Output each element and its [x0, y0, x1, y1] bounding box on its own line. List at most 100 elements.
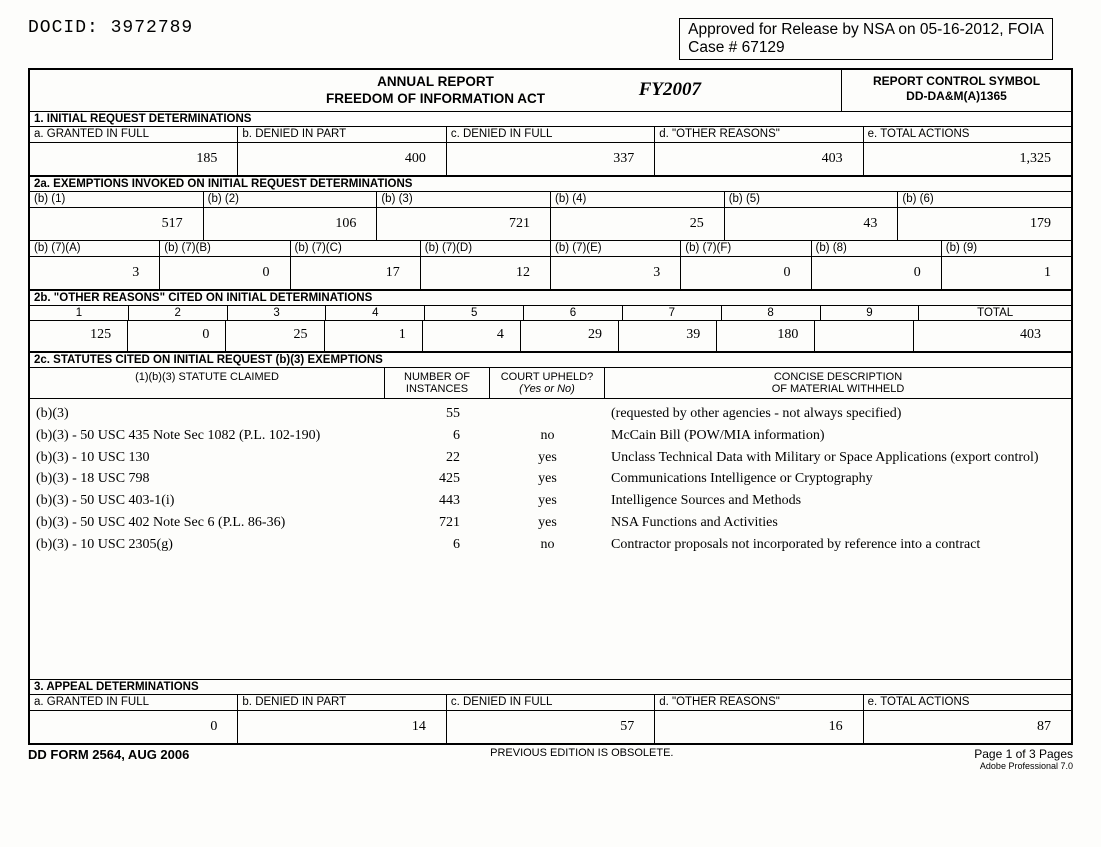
statute-row: (b)(3) - 10 USC 13022yesUnclass Technica… — [36, 447, 1065, 469]
sec1-val-a: 185 — [30, 143, 238, 175]
sec2b-c7: 7 — [623, 306, 722, 320]
statute-desc: Unclass Technical Data with Military or … — [605, 447, 1065, 469]
sec2a2-c1: (b) (7)(A) — [30, 241, 160, 256]
sec1-values: 185 400 337 403 1,325 — [30, 143, 1071, 176]
sec2a-values2: 3 0 17 12 3 0 0 1 — [30, 257, 1071, 290]
statute-upheld: yes — [490, 468, 605, 490]
sec2a-values1: 517 106 721 25 43 179 — [30, 208, 1071, 241]
sec2a2-c8: (b) (9) — [942, 241, 1071, 256]
sec2b-c2: 2 — [129, 306, 228, 320]
statute-name: (b)(3) - 50 USC 435 Note Sec 1082 (P.L. … — [36, 425, 385, 447]
sec2b-c1: 1 — [30, 306, 129, 320]
sec3-val-c: 57 — [447, 711, 655, 743]
statute-row: (b)(3) - 50 USC 403-1(i)443yesIntelligen… — [36, 490, 1065, 512]
sec2b-v7: 39 — [619, 321, 717, 351]
sec1-val-e: 1,325 — [864, 143, 1071, 175]
statute-instances: 6 — [385, 534, 490, 556]
sec2b-v5: 4 — [423, 321, 521, 351]
docid: DOCID: 3972789 — [28, 18, 679, 38]
sec3-col-e: e. TOTAL ACTIONS — [864, 695, 1071, 710]
sec2b-values: 125 0 25 1 4 29 39 180 403 — [30, 321, 1071, 352]
sec2b-c8: 8 — [722, 306, 821, 320]
sec2a2-c3: (b) (7)(C) — [291, 241, 421, 256]
sec2c-h3b: (Yes or No) — [519, 383, 575, 395]
footer-page: Page 1 of 3 Pages — [974, 747, 1073, 761]
sec2a2-c5: (b) (7)(E) — [551, 241, 681, 256]
sec2a2-v5: 3 — [551, 257, 681, 289]
sec2a-c1: (b) (1) — [30, 192, 204, 207]
release-line1: Approved for Release by NSA on 05-16-201… — [688, 21, 1044, 39]
sec1-labels: a. GRANTED IN FULL b. DENIED IN PART c. … — [30, 127, 1071, 143]
sec2b-header: 2b. "OTHER REASONS" CITED ON INITIAL DET… — [30, 290, 1071, 306]
sec2a-c4: (b) (4) — [551, 192, 725, 207]
sec2a-v2: 106 — [204, 208, 378, 240]
statute-instances: 425 — [385, 468, 490, 490]
statute-name: (b)(3) - 50 USC 402 Note Sec 6 (P.L. 86-… — [36, 512, 385, 534]
sec2a-c2: (b) (2) — [204, 192, 378, 207]
sec3-col-a: a. GRANTED IN FULL — [30, 695, 238, 710]
sec3-col-b: b. DENIED IN PART — [238, 695, 446, 710]
sec3-labels: a. GRANTED IN FULL b. DENIED IN PART c. … — [30, 695, 1071, 711]
statute-desc: Contractor proposals not incorporated by… — [605, 534, 1065, 556]
title-line1: ANNUAL REPORT — [30, 74, 841, 91]
sec2c-h4: CONCISE DESCRIPTION OF MATERIAL WITHHELD — [605, 368, 1071, 398]
sec2b-labels: 1 2 3 4 5 6 7 8 9 TOTAL — [30, 306, 1071, 321]
sec2a2-c6: (b) (7)(F) — [681, 241, 811, 256]
sec2a-labels2: (b) (7)(A) (b) (7)(B) (b) (7)(C) (b) (7)… — [30, 241, 1071, 257]
sec1-val-b: 400 — [238, 143, 446, 175]
title-line2: FREEDOM OF INFORMATION ACT — [30, 91, 841, 108]
sec1-val-d: 403 — [655, 143, 863, 175]
title-row: ANNUAL REPORT FREEDOM OF INFORMATION ACT… — [30, 70, 1071, 113]
statute-name: (b)(3) — [36, 403, 385, 425]
sec2a2-c7: (b) (8) — [812, 241, 942, 256]
statute-upheld: yes — [490, 512, 605, 534]
sec2a-header: 2a. EXEMPTIONS INVOKED ON INITIAL REQUES… — [30, 176, 1071, 192]
sec2c-h4b: OF MATERIAL WITHHELD — [772, 383, 905, 395]
sec2b-vtotal: 403 — [914, 321, 1071, 351]
sec2a2-v6: 0 — [681, 257, 811, 289]
sec3-col-c: c. DENIED IN FULL — [447, 695, 655, 710]
sec1-col-e: e. TOTAL ACTIONS — [864, 127, 1071, 142]
sec2c-h3: COURT UPHELD? (Yes or No) — [490, 368, 605, 398]
sec2b-v9 — [815, 321, 913, 351]
statute-desc: Communications Intelligence or Cryptogra… — [605, 468, 1065, 490]
statute-row: (b)(3) - 18 USC 798425yesCommunications … — [36, 468, 1065, 490]
sec1-col-a: a. GRANTED IN FULL — [30, 127, 238, 142]
title-left: ANNUAL REPORT FREEDOM OF INFORMATION ACT… — [30, 70, 841, 112]
sec2b-ctotal: TOTAL — [919, 306, 1071, 320]
rcs-label: REPORT CONTROL SYMBOL — [844, 74, 1069, 89]
statute-upheld: no — [490, 425, 605, 447]
sec3-val-a: 0 — [30, 711, 238, 743]
sec2a-v6: 179 — [898, 208, 1071, 240]
sec2c-h4a: CONCISE DESCRIPTION — [774, 371, 902, 383]
sec3-val-d: 16 — [655, 711, 863, 743]
sec2b-v1: 125 — [30, 321, 128, 351]
sec1-val-c: 337 — [447, 143, 655, 175]
sec2c-h3a: COURT UPHELD? — [501, 371, 594, 383]
sec1-col-d: d. "OTHER REASONS" — [655, 127, 863, 142]
sec2a-c3: (b) (3) — [377, 192, 551, 207]
sec2a2-c2: (b) (7)(B) — [160, 241, 290, 256]
statute-desc: (requested by other agencies - not alway… — [605, 403, 1065, 425]
sec2c-col-headers: (1)(b)(3) STATUTE CLAIMED NUMBER OF INST… — [30, 368, 1071, 399]
sec2a-c6: (b) (6) — [898, 192, 1071, 207]
release-stamp: Approved for Release by NSA on 05-16-201… — [679, 18, 1053, 60]
release-line2: Case # 67129 — [688, 39, 1044, 57]
statute-row: (b)(3) - 10 USC 2305(g)6noContractor pro… — [36, 534, 1065, 556]
sec2a2-v8: 1 — [942, 257, 1071, 289]
sec2a2-v7: 0 — [812, 257, 942, 289]
sec2b-c5: 5 — [425, 306, 524, 320]
sec1-col-b: b. DENIED IN PART — [238, 127, 446, 142]
sec2c-h1: (1)(b)(3) STATUTE CLAIMED — [30, 368, 385, 398]
statute-desc: Intelligence Sources and Methods — [605, 490, 1065, 512]
statute-upheld: yes — [490, 490, 605, 512]
sec2a2-v1: 3 — [30, 257, 160, 289]
statute-upheld — [490, 403, 605, 425]
sec3-header: 3. APPEAL DETERMINATIONS — [30, 679, 1071, 695]
sec2a2-c4: (b) (7)(D) — [421, 241, 551, 256]
sec2a2-v2: 0 — [160, 257, 290, 289]
statute-upheld: yes — [490, 447, 605, 469]
sec3-val-b: 14 — [238, 711, 446, 743]
sec2b-v6: 29 — [521, 321, 619, 351]
sec2b-c3: 3 — [228, 306, 327, 320]
